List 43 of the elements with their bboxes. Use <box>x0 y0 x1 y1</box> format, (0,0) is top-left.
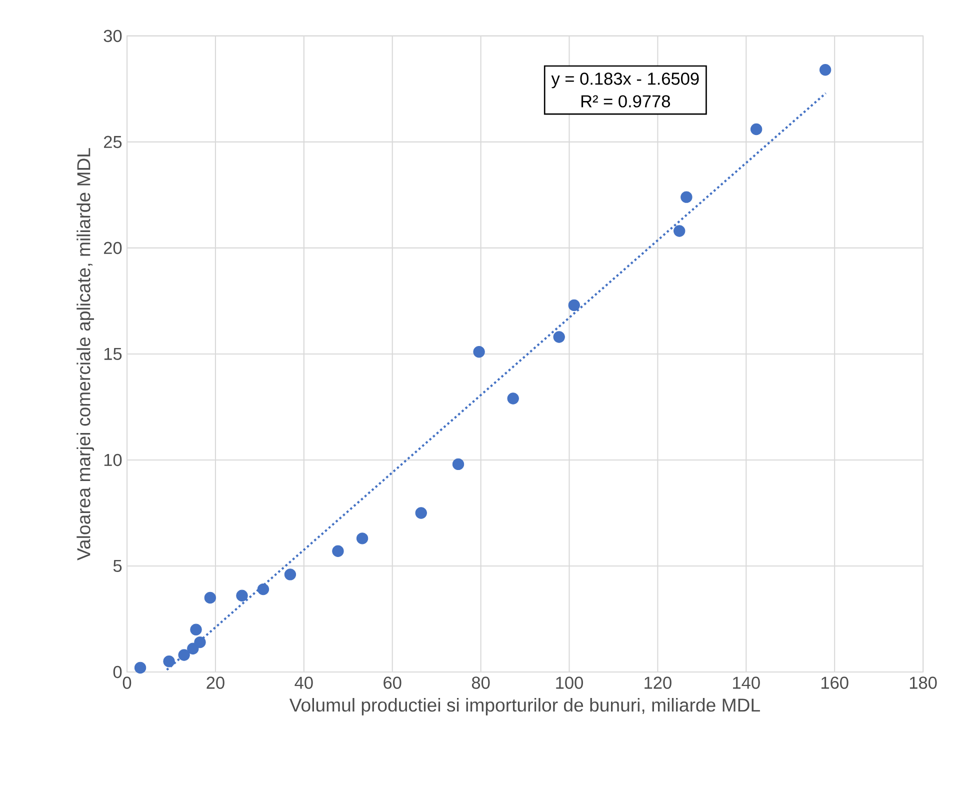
x-tick-label: 0 <box>122 676 132 689</box>
x-tick-label: 20 <box>206 676 224 689</box>
x-tick-label: 160 <box>822 676 848 689</box>
x-tick-label: 40 <box>294 676 313 689</box>
point <box>680 191 692 203</box>
point <box>750 123 762 136</box>
annotation: R² = 0.9778 <box>581 95 670 108</box>
point <box>284 568 296 580</box>
annotation: y = 0.183x - 1.6509 <box>551 72 699 88</box>
point <box>163 656 175 668</box>
point <box>356 532 368 544</box>
x-tick-label: 140 <box>733 676 760 689</box>
x-tick-label: 180 <box>910 676 937 689</box>
point <box>194 636 206 648</box>
point <box>187 642 199 654</box>
point <box>236 590 248 602</box>
point <box>674 225 686 237</box>
y-tick-label: 10 <box>104 454 122 466</box>
point <box>473 346 485 358</box>
point <box>134 662 146 674</box>
x-tick-label: 60 <box>384 676 402 689</box>
point <box>819 64 832 76</box>
point <box>415 507 427 519</box>
point <box>332 545 344 557</box>
y-tick-label: 5 <box>113 560 122 572</box>
y-tick-label: 20 <box>104 242 122 254</box>
point <box>190 624 202 636</box>
y-tick-label: 30 <box>104 30 122 42</box>
x-tick-label: 100 <box>556 676 583 689</box>
point <box>568 299 580 312</box>
y-tick-label: 0 <box>113 666 122 678</box>
y-axis-title: Valoarea marjei comerciale aplicate, miliarde MDL <box>76 148 94 560</box>
point <box>204 592 216 604</box>
point <box>178 649 190 661</box>
x-axis-title: Volumul productiei si importurilor de bunuri, miliarde MDL <box>289 698 760 716</box>
x-tick-label: 80 <box>472 676 490 689</box>
point <box>257 583 270 596</box>
point <box>507 392 519 404</box>
x-tick-label: 120 <box>644 676 672 689</box>
y-tick-label: 25 <box>104 136 122 148</box>
point <box>553 331 565 343</box>
point <box>452 458 464 470</box>
y-tick-label: 15 <box>104 348 122 360</box>
